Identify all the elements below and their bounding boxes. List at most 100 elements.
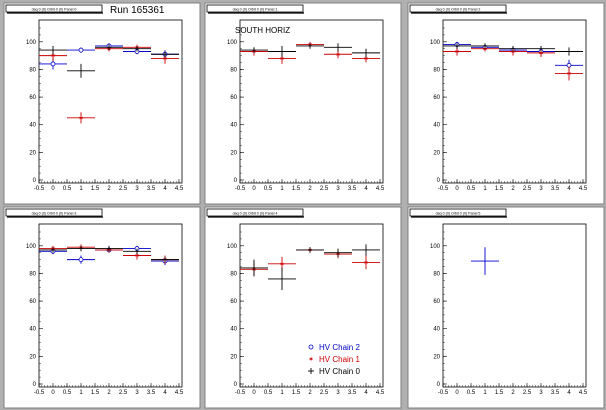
data-point xyxy=(527,45,555,52)
point-marker-star: ✶ xyxy=(134,252,140,260)
y-tick-label: 20 xyxy=(29,150,36,156)
point-marker-star: ✶ xyxy=(363,259,369,267)
y-tick-label: 60 xyxy=(29,95,36,101)
data-point xyxy=(123,248,151,255)
data-point xyxy=(499,45,527,52)
x-tick-label: 2 xyxy=(511,390,515,396)
data-point: ✶ xyxy=(352,255,380,270)
x-tick-label: 0.5 xyxy=(467,390,476,396)
point-marker-star: ✶ xyxy=(78,114,84,122)
data-point xyxy=(352,48,380,58)
pad-title: daq 0 (0) Orbit 0 (0) Panel 4 xyxy=(206,208,304,218)
x-tick-label: 4 xyxy=(364,186,368,192)
x-tick-label: 2.5 xyxy=(320,186,329,192)
pad-background xyxy=(407,206,605,409)
point-marker-circle xyxy=(78,47,84,53)
y-tick-label: 0 xyxy=(33,382,37,388)
point-marker-star: ✶ xyxy=(50,52,56,60)
data-point xyxy=(352,244,380,256)
y-tick-label: 40 xyxy=(230,327,237,333)
data-point xyxy=(555,47,583,56)
legend-label: HV Chain 0 xyxy=(319,367,360,376)
plot-frame xyxy=(239,223,384,388)
y-tick-label: 60 xyxy=(29,299,36,305)
x-tick-label: 1 xyxy=(280,390,284,396)
pad-background xyxy=(204,206,402,409)
x-tick-label: 0 xyxy=(252,390,256,396)
point-marker-circle xyxy=(78,257,84,263)
y-tick-label: 0 xyxy=(234,178,238,184)
chart-pad: daq 0 (0) Orbit 0 (0) Panel 3 -0.5 0 0.5 1 1.… xyxy=(3,206,201,409)
data-point xyxy=(39,58,67,70)
y-tick-label: 80 xyxy=(433,67,440,73)
chart-pad: daq 0 (0) Orbit 0 (0) Panel 2 -0.5 0 0.5 1 1.… xyxy=(407,2,605,205)
x-tick-label: 3 xyxy=(539,390,543,396)
y-tick-label: 60 xyxy=(433,95,440,101)
y-tick-label: 0 xyxy=(437,382,441,388)
y-tick-label: 100 xyxy=(430,40,441,46)
pad-title-text: daq 0 (0) Orbit 0 (0) Panel 1 xyxy=(233,7,278,11)
x-tick-label: 1.5 xyxy=(292,186,301,192)
pad-title: daq 0 (0) Orbit 0 (0) Panel 2 xyxy=(409,4,507,14)
point-marker-star: ✶ xyxy=(279,55,285,63)
data-point: ✶ xyxy=(67,112,95,124)
data-point xyxy=(67,63,95,78)
x-tick-label: 3.5 xyxy=(551,390,560,396)
point-marker-star: ✶ xyxy=(335,51,341,59)
x-tick-label: 2.5 xyxy=(523,390,532,396)
x-tick-label: 3.5 xyxy=(348,186,357,192)
x-tick-label: 4 xyxy=(364,390,368,396)
x-tick-label: 1.5 xyxy=(292,390,301,396)
x-tick-label: 0.5 xyxy=(264,186,273,192)
x-tick-label: -0.5 xyxy=(34,390,45,396)
x-tick-label: 3 xyxy=(135,186,139,192)
y-tick-label: 0 xyxy=(33,178,37,184)
point-marker-star: ✶ xyxy=(363,55,369,63)
x-tick-label: 4 xyxy=(163,186,167,192)
x-tick-label: 4.5 xyxy=(175,390,184,396)
x-tick-label: 2 xyxy=(107,390,111,396)
title-box xyxy=(409,4,507,13)
y-tick-label: 100 xyxy=(26,40,37,46)
data-point xyxy=(268,267,296,291)
data-point xyxy=(67,47,95,53)
y-tick-label: 20 xyxy=(433,354,440,360)
data-point xyxy=(471,43,499,49)
data-point xyxy=(39,45,67,55)
chart-pad: daq 0 (0) Orbit 0 (0) Panel 1 -0.5 0 0.5 1 1.… xyxy=(204,2,402,205)
plot-frame xyxy=(442,19,587,184)
data-point xyxy=(443,43,471,49)
y-tick-label: 60 xyxy=(230,299,237,305)
chart-pad: daq 0 (0) Orbit 0 (0) Panel 5 -0.5 0 0.5 1 1.… xyxy=(407,206,605,409)
x-tick-label: 0.5 xyxy=(467,186,476,192)
y-tick-label: 40 xyxy=(433,327,440,333)
point-marker-star: ✶ xyxy=(454,48,460,56)
plot-frame xyxy=(38,19,183,184)
data-point xyxy=(240,259,268,277)
x-tick-label: 2.5 xyxy=(523,186,532,192)
y-tick-label: 80 xyxy=(230,271,237,277)
title-box xyxy=(409,208,507,217)
legend-label: HV Chain 2 xyxy=(319,343,360,352)
data-point xyxy=(151,256,179,263)
legend-entry: HV Chain 0 xyxy=(308,367,360,376)
legend: HV Chain 2 ✶ HV Chain 1 HV Chain 0 xyxy=(308,343,360,376)
y-tick-label: 80 xyxy=(230,67,237,73)
x-tick-label: 3.5 xyxy=(551,186,560,192)
y-tick-label: 20 xyxy=(230,150,237,156)
y-tick-label: 0 xyxy=(437,178,441,184)
plot-frame xyxy=(38,223,183,388)
title-box xyxy=(206,208,304,217)
x-tick-label: 0 xyxy=(51,186,55,192)
data-point xyxy=(296,247,324,253)
y-tick-label: 100 xyxy=(430,244,441,250)
x-tick-label: 0.5 xyxy=(63,390,72,396)
y-tick-label: 60 xyxy=(433,299,440,305)
data-point xyxy=(324,248,352,257)
pad-background xyxy=(3,2,201,205)
point-marker-star: ✶ xyxy=(566,70,572,78)
data-point: ✶ xyxy=(555,66,583,81)
x-tick-label: 2 xyxy=(107,186,111,192)
x-tick-label: 4 xyxy=(567,186,571,192)
